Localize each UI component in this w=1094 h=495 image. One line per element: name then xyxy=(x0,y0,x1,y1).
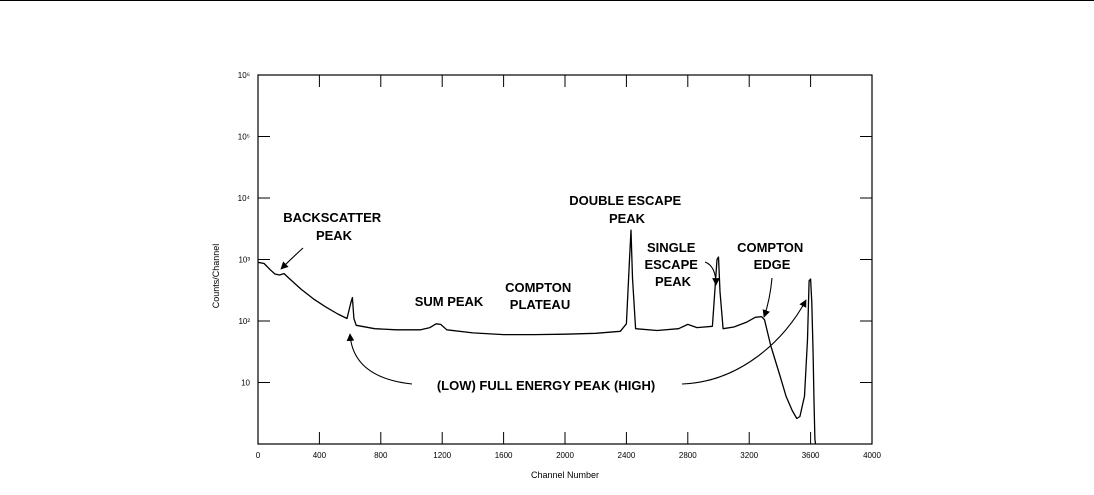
full-energy-low-arrow xyxy=(346,333,413,385)
annotation-compton-edge: COMPTON EDGE xyxy=(737,240,807,272)
page-top-rule xyxy=(0,0,1094,1)
x-tick-label-6: 2400 xyxy=(618,451,636,460)
x-tick-label-7: 2800 xyxy=(679,451,697,460)
y-axis-ticks: 10 10² 10³ 10⁴ 10⁵ 10⁶ xyxy=(238,71,872,388)
full-energy-high-arrow xyxy=(681,299,807,385)
x-tick-label-2: 800 xyxy=(374,451,388,460)
x-tick-label-4: 1600 xyxy=(495,451,513,460)
spectrum-line xyxy=(257,229,817,445)
annotation-double-escape-peak: DOUBLE ESCAPE PEAK xyxy=(569,193,685,226)
x-tick-label-5: 2000 xyxy=(556,451,574,460)
x-tick-label-1: 400 xyxy=(313,451,327,460)
annotation-full-energy-peak: (LOW) FULL ENERGY PEAK (HIGH) xyxy=(437,378,655,393)
single-escape-arrow xyxy=(704,261,720,286)
x-tick-label-0: 0 xyxy=(256,451,261,460)
x-tick-label-8: 3200 xyxy=(740,451,758,460)
y-tick-label-4: 10⁵ xyxy=(238,133,250,142)
y-tick-label-0: 10 xyxy=(241,379,250,388)
x-tick-label-9: 3600 xyxy=(802,451,820,460)
y-tick-label-5: 10⁶ xyxy=(238,71,250,80)
y-tick-label-3: 10⁴ xyxy=(238,194,251,203)
annotation-compton-plateau: COMPTON PLATEAU xyxy=(505,280,575,312)
annotation-single-escape-peak: SINGLE ESCAPE PEAK xyxy=(644,240,701,289)
x-tick-label-3: 1200 xyxy=(433,451,451,460)
annotation-backscatter-peak: BACKSCATTER PEAK xyxy=(283,210,385,243)
x-tick-label-10: 4000 xyxy=(863,451,881,460)
y-tick-label-2: 10³ xyxy=(238,256,250,265)
x-axis-title: Channel Number xyxy=(531,470,599,480)
annotation-sum-peak: SUM PEAK xyxy=(415,294,484,309)
x-axis-ticks: 0 400 800 1200 1600 2000 2400 2800 3200 3600 4000 xyxy=(256,75,881,460)
y-tick-label-1: 10² xyxy=(238,317,250,326)
y-axis-title: Counts/Channel xyxy=(211,244,221,309)
backscatter-arrow xyxy=(280,247,304,270)
compton-edge-arrow xyxy=(762,277,773,318)
